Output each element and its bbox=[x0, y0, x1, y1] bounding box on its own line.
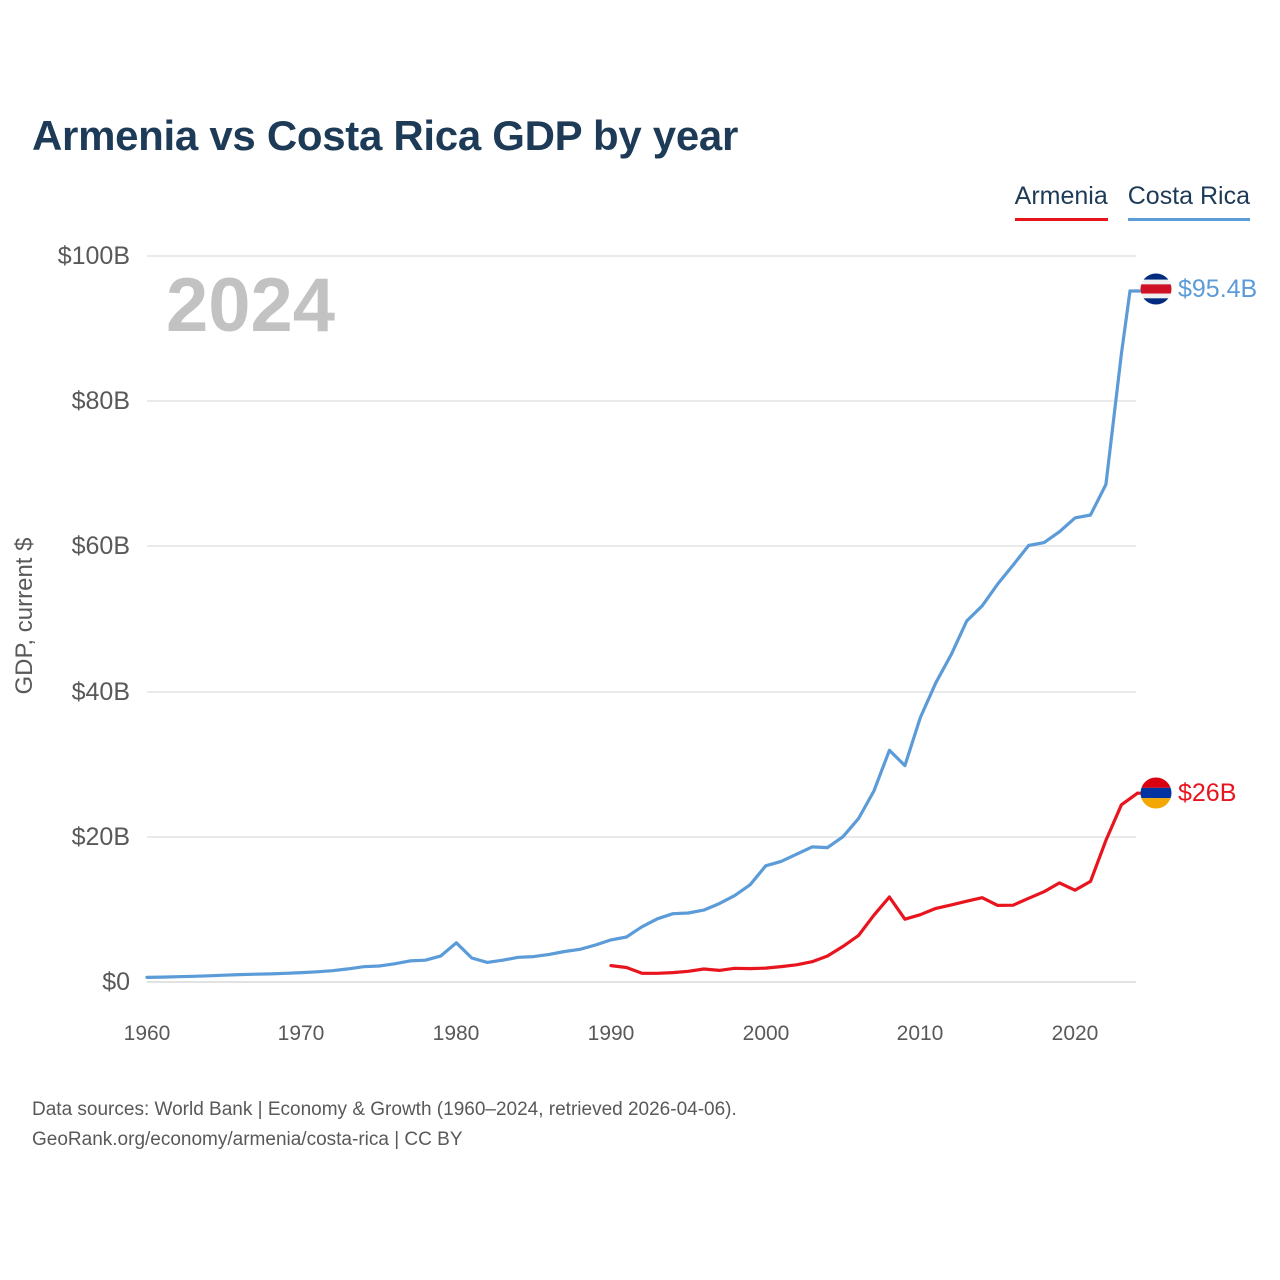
svg-text:$0: $0 bbox=[102, 968, 130, 996]
svg-text:2020: 2020 bbox=[1052, 1022, 1099, 1045]
svg-text:1990: 1990 bbox=[588, 1022, 635, 1045]
svg-text:$95.4B: $95.4B bbox=[1178, 275, 1257, 303]
svg-text:$40B: $40B bbox=[72, 678, 130, 706]
svg-text:1970: 1970 bbox=[278, 1022, 325, 1045]
svg-text:$80B: $80B bbox=[72, 387, 130, 415]
svg-text:2000: 2000 bbox=[743, 1022, 790, 1045]
svg-text:$60B: $60B bbox=[72, 532, 130, 560]
svg-text:$20B: $20B bbox=[72, 823, 130, 851]
svg-text:2010: 2010 bbox=[897, 1022, 944, 1045]
svg-text:$100B: $100B bbox=[58, 242, 130, 270]
svg-text:1960: 1960 bbox=[124, 1022, 171, 1045]
svg-text:1980: 1980 bbox=[433, 1022, 480, 1045]
svg-text:$26B: $26B bbox=[1178, 779, 1236, 807]
